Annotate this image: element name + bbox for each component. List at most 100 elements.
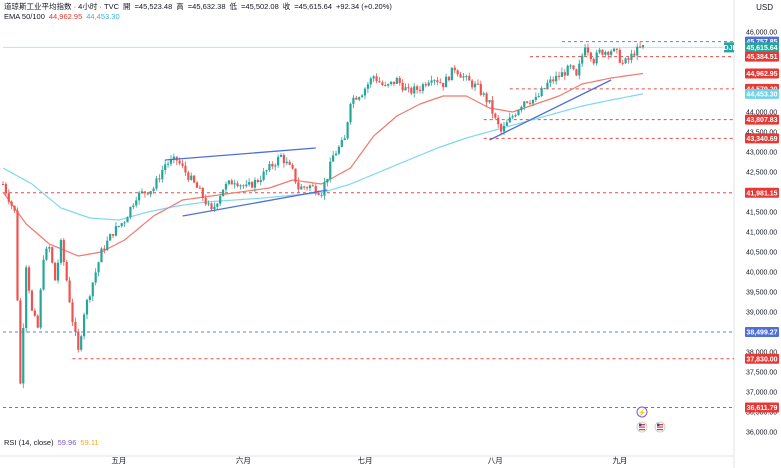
candle-body [387,83,390,86]
candle-body [465,76,468,78]
rsi-label: RSI (14, close) [4,438,54,447]
candle-body [413,86,416,94]
candle-body [592,59,595,64]
candle-body [190,175,193,180]
candle-body [329,161,332,179]
candle-body [639,46,642,48]
candle-body [607,51,610,55]
candle-body [540,88,543,96]
price-tag [745,327,779,338]
flag-stripe [657,426,663,428]
candle-body [126,217,129,223]
open-label: 開 [123,2,131,11]
candle-body [54,262,57,281]
flag-stripe [639,426,645,428]
candle-body [155,178,158,189]
candle-body [277,156,280,166]
candle-body [271,163,274,167]
price-tick-label: 39,000.00 [746,310,777,317]
ohlc-legend: 道琼斯工业平均指数 · 4小时 · TVC 開 =45,523.48 高 =45,632… [4,2,396,11]
candle-body [51,247,54,263]
candle-body [534,97,537,100]
ema50-line [2,72,644,257]
candle-body [514,115,517,117]
candle-body [317,193,320,195]
candle-body [442,82,445,88]
ema100-line [2,93,644,221]
candle-body [557,75,561,77]
candle-body [140,191,144,193]
price-tag [745,68,779,79]
candle-body [213,206,216,210]
price-tick-label: 41,500.00 [746,210,777,217]
candle-body [268,163,271,171]
candle-body [85,299,89,315]
candle-body [297,182,300,190]
candle-body [416,86,419,90]
candle-body [132,205,135,207]
candle-body [508,117,511,123]
candle-body [471,80,474,88]
candle-body [13,205,16,211]
candle-body [595,52,598,64]
candle-body [424,84,427,86]
candle-body [546,82,549,89]
candle-body [549,79,552,83]
candle-body [152,188,155,192]
candle-body [366,84,369,89]
trendline [182,189,328,217]
candle-body [369,78,372,85]
candle-body [282,155,286,164]
candle-body [256,180,259,182]
candle-body [198,187,202,189]
candle-body [207,203,210,205]
candle-body [378,81,381,83]
candle-body [358,97,361,100]
candle-body [172,156,175,160]
candle-body [633,53,636,56]
price-tick-label: 43,000.00 [746,150,777,157]
candle-body [169,159,173,164]
ema-legend[interactable]: EMA 50/100 44,962.95 44,453.30 [4,12,124,21]
symbol-title[interactable]: 道琼斯工业平均指数 · 4小时 · TVC [4,2,120,11]
candle-body [59,239,63,263]
candle-body [236,183,239,187]
candle-body [259,179,262,182]
price-tag-label: 36,611.79 [747,405,778,412]
rsi-legend[interactable]: RSI (14, close) 59.96 59.11 [4,438,103,447]
candle-body [265,170,268,172]
candle-body [164,164,167,171]
low-label: 低 [229,2,238,11]
close-value: =45,615.64 [294,2,333,11]
candle-body [401,83,404,91]
candle-body [219,196,222,204]
candle-body [404,87,407,91]
candle-body [462,76,465,78]
price-tag [745,88,779,99]
candle-body [523,101,526,107]
price-tick-label: 42,500.00 [746,170,777,177]
price-tag-label: 45,615.64 [746,45,777,52]
price-tag-label: 37,830.00 [746,356,777,363]
trendline [489,79,612,141]
candles [1,42,645,389]
candle-body [621,62,624,64]
candle-body [627,58,630,60]
candle-body [158,178,161,180]
candle-body [178,160,181,164]
candle-body [227,180,230,184]
symbol-badge-text: DJI [724,45,735,52]
candle-body [392,81,396,84]
price-tick-label: 39,500.00 [746,290,777,297]
candle-body [320,194,323,196]
candle-body [372,76,375,79]
candle-body [418,89,422,91]
flag-stripe [657,429,663,431]
candle-body [33,310,36,316]
candle-body [138,192,141,201]
price-tag [745,402,779,413]
flag-canton [639,423,642,427]
price-tick-label: 36,000.00 [746,430,777,437]
candle-body [563,72,566,76]
